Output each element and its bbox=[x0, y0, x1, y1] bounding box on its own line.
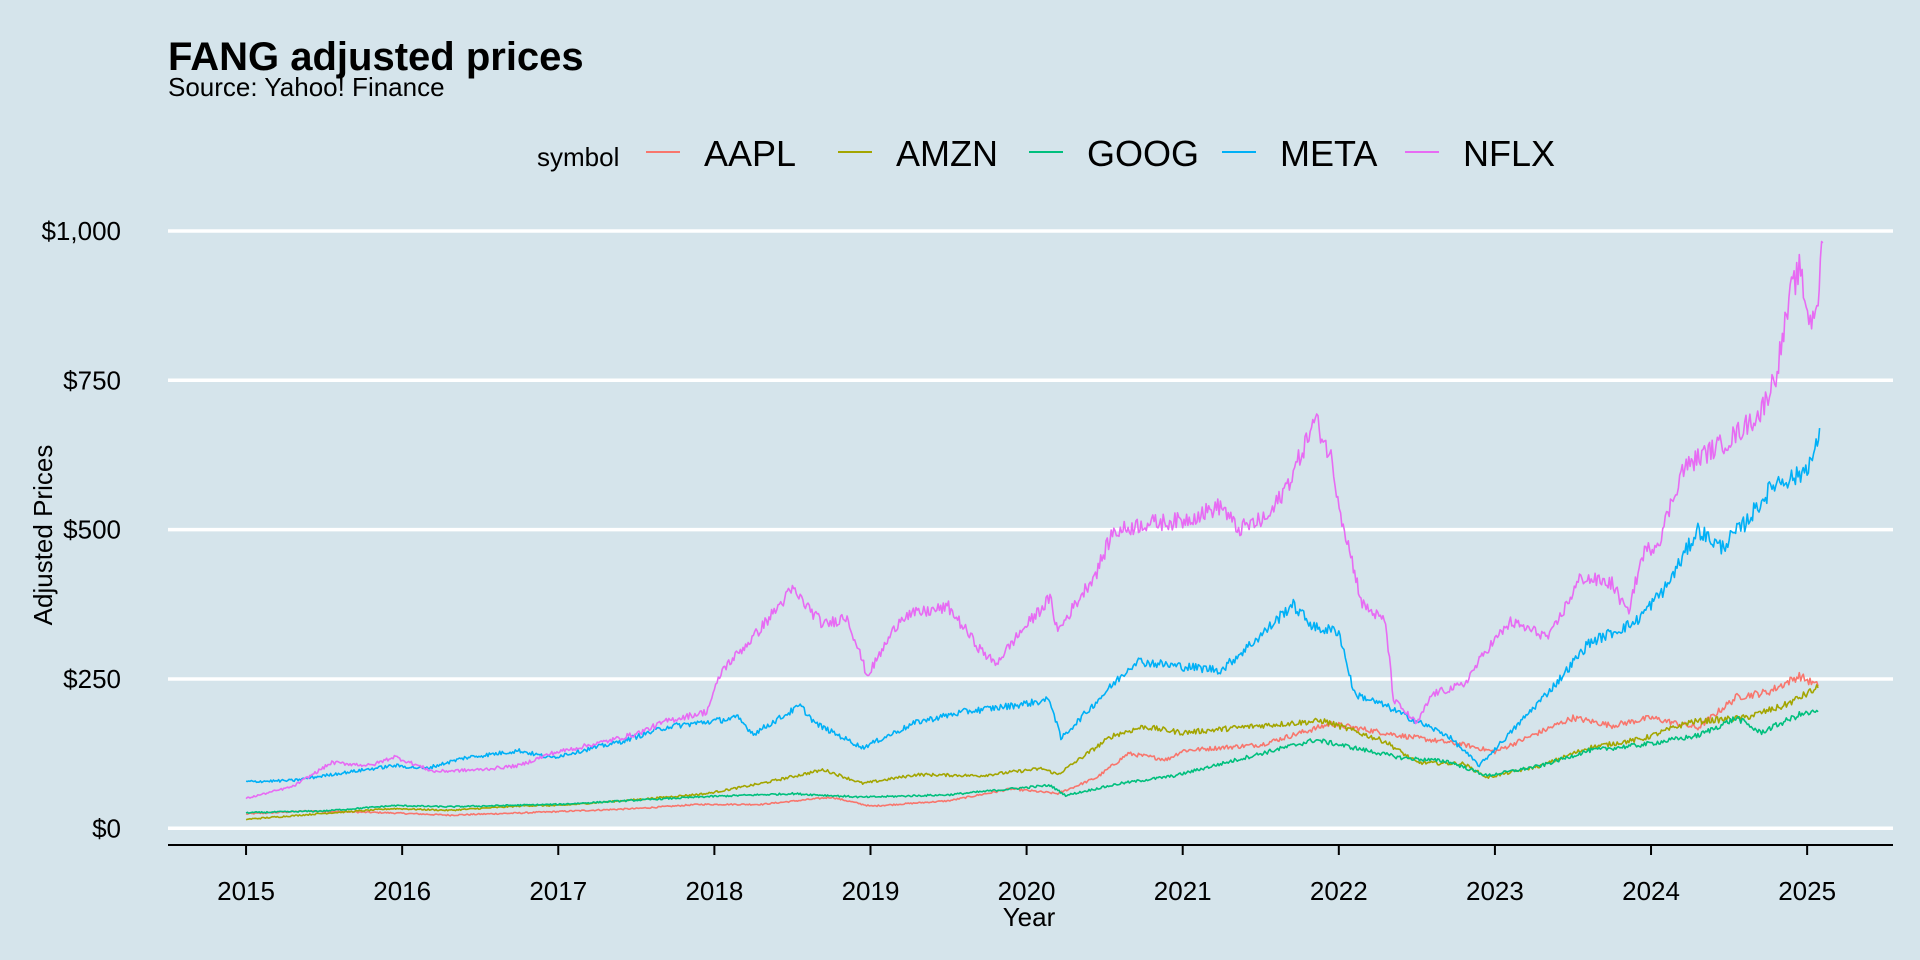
legend-label-goog: GOOG bbox=[1087, 133, 1199, 174]
x-tick-label: 2024 bbox=[1622, 876, 1680, 906]
x-tick-label: 2023 bbox=[1466, 876, 1524, 906]
x-axis-title: Year bbox=[1003, 902, 1056, 932]
x-tick-label: 2025 bbox=[1778, 876, 1836, 906]
legend-label-nflx: NFLX bbox=[1463, 133, 1555, 174]
y-tick-label: $1,000 bbox=[41, 216, 121, 246]
y-tick-label: $500 bbox=[63, 515, 121, 545]
gridlines bbox=[168, 229, 1893, 831]
x-tick-label: 2016 bbox=[373, 876, 431, 906]
y-axis-ticks: $0 $250 $500 $750 $1,000 bbox=[41, 216, 121, 843]
series-lines bbox=[245, 240, 1824, 821]
series-line-goog bbox=[245, 709, 1819, 815]
legend: symbol AAPL AMZN GOOG META NFLX bbox=[537, 133, 1555, 174]
legend-title: symbol bbox=[537, 142, 619, 172]
x-tick-label: 2018 bbox=[685, 876, 743, 906]
series-line-aapl bbox=[245, 671, 1819, 817]
chart-subtitle: Source: Yahoo! Finance bbox=[168, 72, 445, 102]
legend-label-aapl: AAPL bbox=[704, 133, 796, 174]
y-tick-label: $0 bbox=[92, 813, 121, 843]
legend-label-meta: META bbox=[1280, 133, 1377, 174]
y-tick-label: $750 bbox=[63, 365, 121, 395]
x-tick-label: 2022 bbox=[1310, 876, 1368, 906]
legend-label-amzn: AMZN bbox=[896, 133, 998, 174]
x-tick-label: 2015 bbox=[217, 876, 275, 906]
series-line-meta bbox=[245, 428, 1821, 784]
series-line-nflx bbox=[245, 240, 1824, 800]
x-tick-label: 2019 bbox=[842, 876, 900, 906]
y-axis-title: Adjusted Prices bbox=[28, 445, 58, 626]
chart-title: FANG adjusted prices bbox=[168, 35, 584, 79]
x-axis-ticks: 2015 2016 2017 2018 2019 2020 2021 2022 2023 2024… bbox=[217, 845, 1836, 906]
x-tick-label: 2020 bbox=[998, 876, 1056, 906]
x-tick-label: 2021 bbox=[1154, 876, 1212, 906]
x-tick-label: 2017 bbox=[529, 876, 587, 906]
y-tick-label: $250 bbox=[63, 664, 121, 694]
